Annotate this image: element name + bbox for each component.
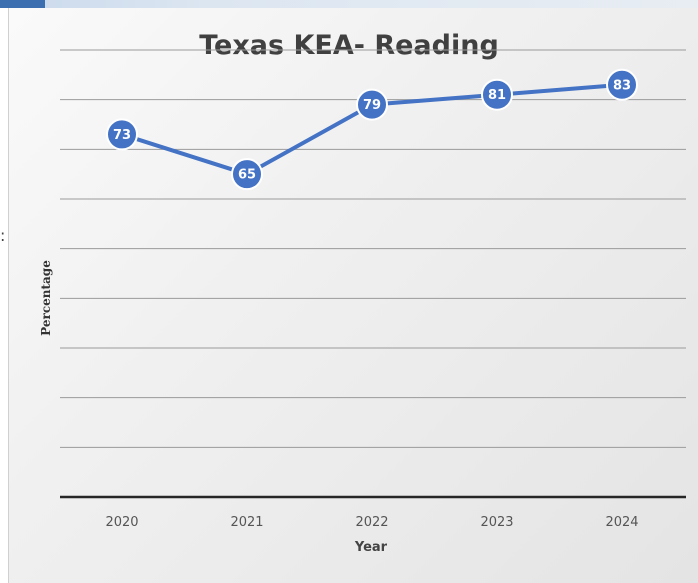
x-tick-labels: 2020 2021 2022 2023 2024 — [105, 515, 638, 530]
edge-glyph: : — [0, 226, 6, 245]
data-label: 73 — [113, 128, 131, 143]
x-tick-label: 2023 — [480, 515, 513, 530]
data-point — [356, 88, 388, 121]
x-tick-label: 2024 — [605, 515, 638, 530]
chart-title: Texas KEA- Reading — [199, 30, 499, 61]
x-axis-label: Year — [354, 540, 388, 555]
data-label: 83 — [613, 78, 631, 93]
window-top-strip — [0, 0, 698, 8]
x-tick-label: 2021 — [230, 515, 263, 530]
data-label: 81 — [488, 88, 506, 103]
data-point — [106, 118, 138, 151]
data-label: 79 — [363, 98, 381, 113]
data-point — [481, 78, 513, 111]
data-label: 65 — [238, 168, 256, 183]
x-tick-label: 2022 — [355, 515, 388, 530]
chart-area — [8, 8, 698, 583]
data-point — [231, 158, 263, 191]
x-tick-label: 2020 — [105, 515, 138, 530]
series-layer: 73 65 79 81 83 — [106, 68, 638, 191]
data-point — [606, 68, 638, 101]
